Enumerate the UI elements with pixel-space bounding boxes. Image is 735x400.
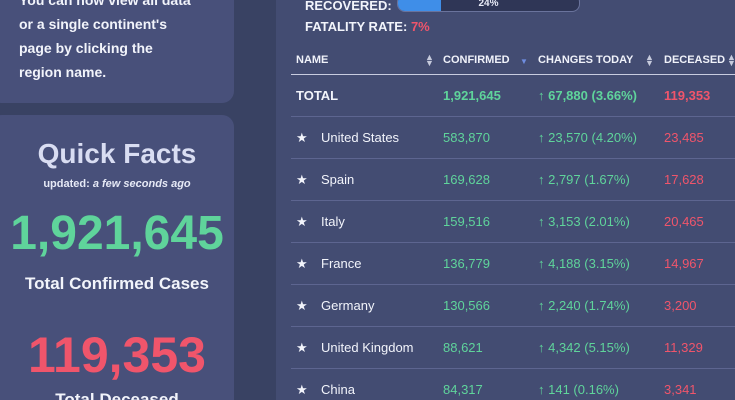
star-icon: ★: [296, 382, 308, 397]
region-link[interactable]: United Kingdom: [321, 340, 414, 355]
intro-line: or a single continent's: [19, 16, 168, 32]
deceased-total: 119,353: [28, 327, 206, 383]
quick-facts-card: [0, 115, 234, 400]
intro-line: You can now view all data: [19, 0, 191, 8]
row-line: [291, 368, 735, 369]
table-cell: 88,621: [443, 340, 483, 355]
star-icon: ★: [296, 214, 308, 229]
recovered-fill: [398, 0, 442, 11]
star-icon: ★: [296, 340, 308, 355]
table-cell: 583,870: [443, 130, 490, 145]
table-cell: 136,779: [443, 256, 490, 271]
updated-value: a few seconds ago: [92, 178, 191, 190]
recovered-bar: 24%: [397, 0, 580, 12]
table-cell: ↑ 2,797 (1.67%): [538, 172, 630, 187]
table-cell: ↑ 2,240 (1.74%): [538, 298, 630, 313]
table-cell: 14,967: [664, 256, 704, 271]
table-cell: ↑ 23,570 (4.20%): [538, 130, 638, 145]
info-card: [0, 0, 234, 103]
confirmed-label: Total Confirmed Cases: [25, 274, 209, 293]
sort-icon[interactable]: ▲ ▼: [645, 52, 654, 68]
column-header[interactable]: CONFIRMED: [443, 54, 510, 66]
table-cell: 20,465: [664, 214, 704, 229]
row-line: [291, 116, 735, 117]
column-header[interactable]: CHANGES TODAY: [538, 54, 634, 66]
star-icon: ★: [296, 172, 308, 187]
table-cell: ↑ 67,880 (3.66%): [538, 88, 638, 103]
region-link[interactable]: France: [321, 256, 362, 271]
row-line: [291, 242, 735, 243]
updated: updated: a few seconds ago: [0, 178, 234, 190]
recovered-label: RECOVERED:: [305, 0, 392, 13]
region-link[interactable]: China: [321, 382, 355, 397]
fatality: FATALITY RATE: 7%: [305, 19, 430, 34]
table-cell: 130,566: [443, 298, 490, 313]
table-cell: 11,329: [664, 340, 703, 355]
table-cell: 159,516: [443, 214, 490, 229]
table-cell: 119,353: [664, 88, 711, 103]
table-cell: ↑ 4,188 (3.15%): [538, 256, 630, 271]
table-cell: ↑ 3,153 (2.01%): [538, 214, 630, 229]
fatality-value: 7%: [410, 19, 430, 34]
sort-icon[interactable]: ▼: [520, 57, 528, 66]
updated-label: updated:: [43, 178, 90, 190]
sort-icon[interactable]: ▲ ▼: [425, 52, 434, 68]
table-cell: 17,628: [664, 172, 704, 187]
star-icon: ★: [296, 298, 308, 313]
table-cell: 3,341: [664, 382, 697, 397]
row-line: [291, 326, 735, 327]
table-cell: ↑ 141 (0.16%): [538, 382, 619, 397]
sort-icon[interactable]: ▲ ▼: [727, 52, 735, 68]
column-header[interactable]: DECEASED: [664, 54, 726, 66]
table-cell: 23,485: [664, 130, 704, 145]
row-line: [291, 200, 735, 201]
deceased-label: Total Deceased: [55, 390, 179, 400]
row-line: [291, 284, 735, 285]
table-cell: 84,317: [443, 382, 483, 397]
table-cell: 1,921,645: [443, 88, 501, 103]
region-link[interactable]: United States: [321, 130, 400, 145]
table-cell: 3,200: [664, 298, 697, 313]
column-header[interactable]: NAME: [296, 54, 329, 66]
region-link[interactable]: Spain: [321, 172, 355, 187]
row-line: [291, 158, 735, 159]
region-link: TOTAL: [296, 88, 339, 103]
region-link[interactable]: Germany: [321, 298, 375, 313]
confirmed-total: 1,921,645: [10, 207, 224, 260]
intro-line: region name.: [19, 64, 107, 80]
intro-line: page by clicking the: [19, 40, 153, 56]
region-link[interactable]: Italy: [321, 214, 345, 229]
fatality-label: FATALITY RATE:: [305, 19, 408, 34]
table-cell: 169,628: [443, 172, 490, 187]
header-line: [291, 74, 735, 75]
quick-facts-title: Quick Facts: [37, 138, 197, 169]
recovered-percent: 24%: [478, 0, 499, 9]
star-icon: ★: [296, 256, 308, 271]
star-icon: ★: [296, 130, 308, 145]
table-cell: ↑ 4,342 (5.15%): [538, 340, 630, 355]
